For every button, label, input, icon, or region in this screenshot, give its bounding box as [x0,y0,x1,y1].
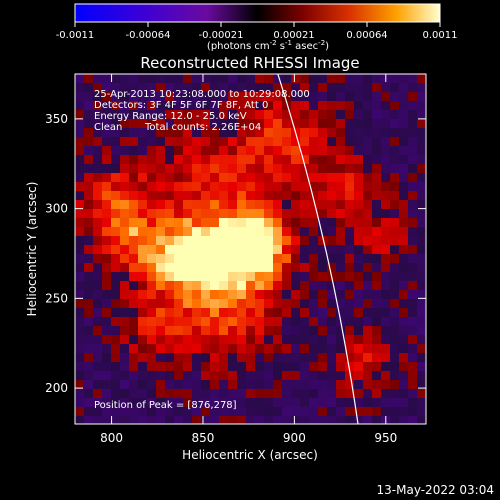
colorbar-tick-label: -0.00064 [126,30,171,41]
colorbar-ticks: -0.0011 -0.00064 -0.00021 0.00021 0.00064 0.0… [56,22,458,41]
colorbar-tick-label: 0.0011 [423,30,458,41]
detectors-label: Detectors: 3F 4F 5F 6F 7F 8F, Att 0 [94,100,268,111]
plot-frame [74,73,427,425]
y-tick-label: 250 [45,291,68,305]
colorbar-tick-label: -0.0011 [56,30,95,41]
plot-title: Reconstructed RHESSI Image [140,54,359,72]
colorbar-tick-label: 0.00021 [273,30,314,41]
solar-image [75,74,426,424]
colorbar-units: (photons cm-2 s-1 asec-2) [207,39,329,52]
x-tick-label: 900 [283,431,306,445]
footer-date: 13-May-2022 03:04 [377,483,494,497]
x-tick-label: 850 [192,431,215,445]
colorbar [74,3,441,23]
x-tick-label: 950 [374,431,397,445]
solar-limb-line [277,74,359,424]
x-tick-label: 800 [100,431,123,445]
colorbar-tick-label: -0.00021 [199,30,244,41]
y-tick-label: 200 [45,381,68,395]
x-axis-ticks: 800 850 900 950 [100,74,397,445]
y-tick-label: 350 [45,112,68,126]
colorbar-tick-label: 0.00064 [346,30,387,41]
total-counts-label: Total counts: 2.26E+04 [144,122,261,133]
y-axis-ticks: 200 250 300 350 [45,112,426,395]
peak-position-label: Position of Peak = [876,278] [94,400,237,411]
method-label: Clean [94,122,122,133]
x-axis-label: Heliocentric X (arcsec) [182,448,318,462]
time-range-label: 25-Apr-2013 10:23:08.000 to 10:29:08.000 [94,89,310,100]
y-axis-label: Heliocentric Y (arcsec) [25,182,39,317]
y-tick-label: 300 [45,202,68,216]
energy-range-label: Energy Range: 12.0 - 25.0 keV [94,111,247,122]
